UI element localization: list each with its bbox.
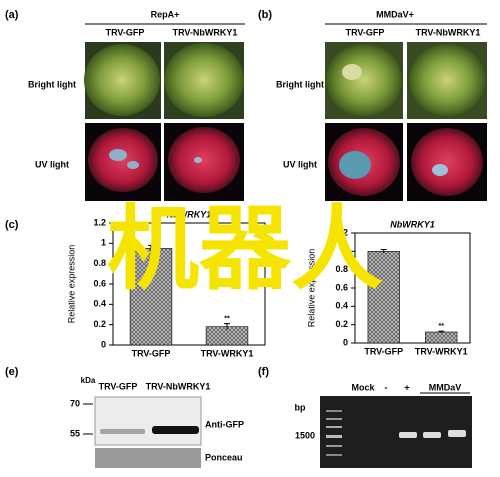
panel-label: (a) bbox=[5, 9, 19, 21]
group-label: MMDaV bbox=[429, 382, 462, 392]
column-header: TRV-NbWRKY1 bbox=[173, 27, 238, 37]
significance: ** bbox=[224, 315, 230, 322]
charts: NbWRKY1 Relative expression 0 0.2 0.4 0.6 0.8 1… bbox=[66, 209, 471, 358]
bar bbox=[425, 331, 458, 344]
panel-label: (c) bbox=[5, 219, 19, 231]
blot bbox=[94, 396, 202, 468]
panel-label: (f) bbox=[258, 366, 269, 378]
photos-b bbox=[325, 42, 487, 201]
x-tick-label: TRV-GFP bbox=[364, 346, 403, 356]
row-label: UV light bbox=[283, 159, 317, 169]
error-bar bbox=[438, 330, 445, 333]
photos-a bbox=[84, 42, 244, 201]
blot-label: Ponceau bbox=[205, 452, 243, 462]
y-axis-label: Relative expression bbox=[306, 249, 316, 328]
lane-label: Mock bbox=[351, 382, 375, 392]
bar bbox=[129, 248, 173, 346]
marker-label: 70 bbox=[70, 398, 80, 408]
y-tick-label: 0.6 bbox=[335, 282, 348, 292]
y-tick-label: 0 bbox=[343, 337, 348, 347]
column-header: TRV-GFP bbox=[346, 27, 385, 37]
lane-label: TRV-GFP bbox=[99, 381, 138, 391]
y-tick-label: 1 bbox=[101, 238, 106, 248]
y-axis-label: Relative expression bbox=[66, 245, 76, 324]
panel-label: (e) bbox=[5, 366, 19, 378]
x-tick-label: TRV-WRKY1 bbox=[201, 348, 254, 358]
marker-label: 55 bbox=[70, 428, 80, 438]
y-tick-label: 0.4 bbox=[335, 301, 348, 311]
y-tick-label: 0 bbox=[101, 339, 106, 349]
y-tick-label: 0.6 bbox=[93, 278, 106, 288]
lane-label: + bbox=[404, 382, 409, 392]
lane-label: - bbox=[385, 382, 388, 392]
y-tick-label: 0.2 bbox=[93, 319, 106, 329]
y-tick-label: 1.2 bbox=[93, 217, 106, 227]
y-tick-label: 0.2 bbox=[335, 319, 348, 329]
chart-title: NbWRKY1 bbox=[390, 219, 435, 229]
unit-label: kDa bbox=[81, 376, 96, 385]
row-label: Bright light bbox=[276, 79, 324, 89]
y-tick-label: 0.8 bbox=[93, 258, 106, 268]
unit-label: bp bbox=[295, 402, 306, 412]
error-bar bbox=[224, 323, 230, 330]
y-tick-label: 1 bbox=[343, 246, 348, 256]
x-tick-label: TRV-GFP bbox=[132, 348, 171, 358]
marker-label: 1500 bbox=[295, 430, 315, 440]
panel-title: RepA+ bbox=[151, 9, 180, 19]
y-tick-label: 0.4 bbox=[93, 299, 106, 309]
error-bar bbox=[380, 249, 387, 254]
chart-title: NbWRKY1 bbox=[167, 209, 212, 219]
column-header: TRV-NbWRKY1 bbox=[416, 27, 481, 37]
lane-label: TRV-NbWRKY1 bbox=[146, 381, 211, 391]
column-header: TRV-GFP bbox=[106, 27, 145, 37]
panel-label: (b) bbox=[258, 9, 272, 21]
row-label: UV light bbox=[35, 159, 69, 169]
error-bar bbox=[148, 244, 154, 252]
y-tick-label: 1.2 bbox=[335, 227, 348, 237]
bar bbox=[367, 251, 400, 344]
gel bbox=[320, 396, 472, 468]
watermark: 机器人 bbox=[107, 195, 383, 302]
row-label: Bright light bbox=[28, 79, 76, 89]
y-tick-label: 0.8 bbox=[335, 264, 348, 274]
significance: ** bbox=[439, 323, 445, 330]
x-tick-label: TRV-WRKY1 bbox=[415, 346, 468, 356]
blot-label: Anti-GFP bbox=[205, 419, 244, 429]
panel-title: MMDaV+ bbox=[376, 9, 414, 19]
